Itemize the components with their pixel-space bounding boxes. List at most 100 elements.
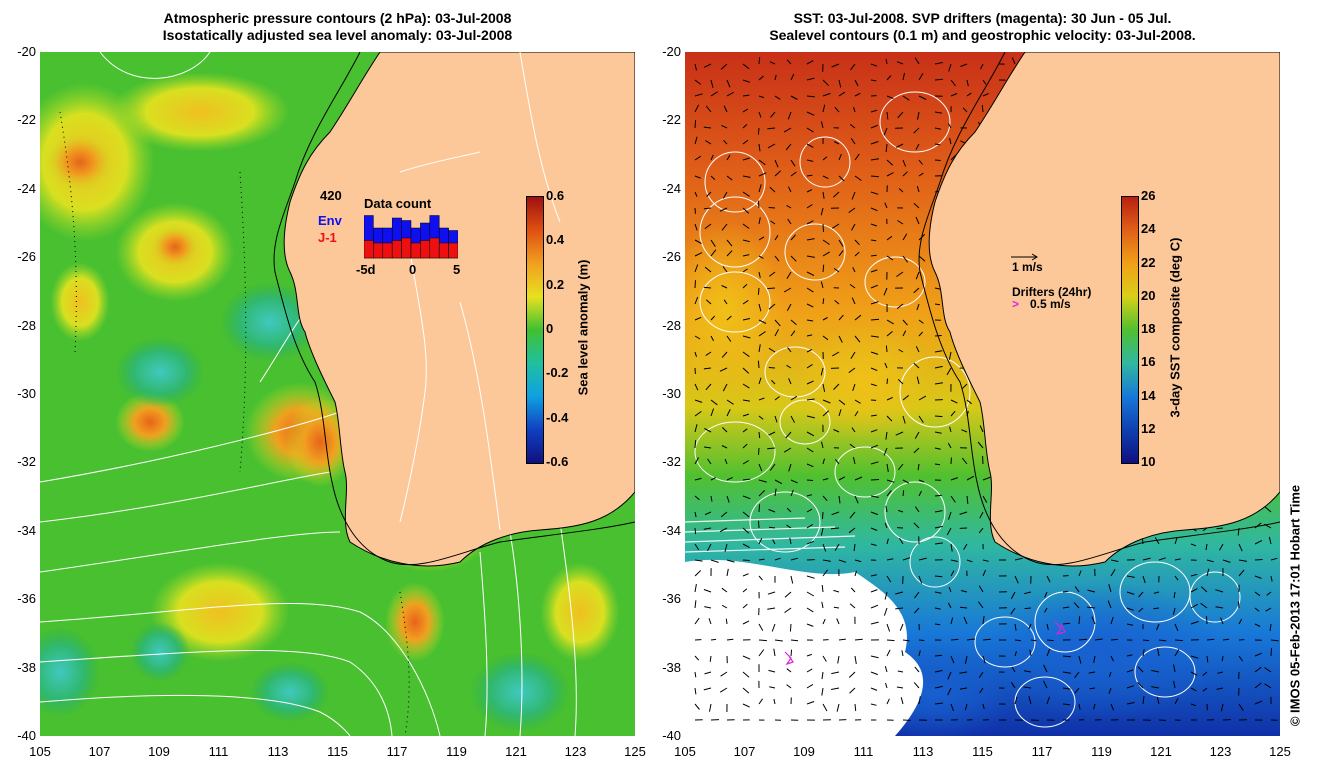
left-x-tick: 119 bbox=[446, 744, 467, 759]
left-x-tick: 125 bbox=[624, 744, 646, 759]
colorbar-tick: 22 bbox=[1141, 254, 1156, 270]
left-y-tick: -26 bbox=[17, 249, 36, 265]
colorbar-tick: 0.6 bbox=[546, 188, 565, 203]
inset-total-count: 420 bbox=[320, 188, 342, 203]
right-y-tick: -24 bbox=[662, 180, 681, 196]
left-x-tick: 109 bbox=[148, 744, 170, 759]
left-x-tick: 111 bbox=[208, 744, 229, 759]
histogram-j1-bar bbox=[373, 242, 384, 259]
right-y-tick: -20 bbox=[662, 44, 681, 59]
left-y-tick: -38 bbox=[17, 659, 36, 675]
left-y-tick: -32 bbox=[17, 454, 36, 470]
histogram-j1-bar bbox=[438, 242, 449, 259]
histogram-j1-bar bbox=[391, 240, 402, 259]
data-count-histogram bbox=[364, 215, 458, 259]
inset-env-label: Env bbox=[318, 213, 342, 228]
colorbar-tick: 0.2 bbox=[546, 276, 565, 292]
left-y-tick: -34 bbox=[17, 522, 36, 538]
right-title-line2: Sealevel contours (0.1 m) and geostrophi… bbox=[769, 27, 1196, 43]
right-x-tick: 105 bbox=[674, 744, 696, 759]
right-y-tick: -22 bbox=[662, 112, 681, 128]
colorbar-tick: -0.2 bbox=[546, 365, 569, 381]
right-y-tick: -32 bbox=[662, 454, 681, 470]
left-y-tick: -24 bbox=[17, 180, 36, 196]
right-map-title: SST: 03-Jul-2008. SVP drifters (magenta)… bbox=[685, 10, 1280, 44]
left-title-line2: Isostatically adjusted sea level anomaly… bbox=[162, 27, 513, 43]
inset-x-label-end: 5 bbox=[453, 262, 461, 277]
sst-field bbox=[685, 52, 1280, 736]
histogram-j1-bar bbox=[382, 242, 393, 259]
histogram-j1-bar bbox=[420, 240, 431, 259]
drifter-arrow-icon: > bbox=[1012, 297, 1020, 311]
velocity-scale-arrow bbox=[1011, 253, 1038, 261]
right-y-tick: -38 bbox=[662, 659, 681, 675]
left-y-tick: -22 bbox=[17, 112, 36, 128]
right-x-tick: 111 bbox=[853, 744, 874, 759]
histogram-j1-bar bbox=[364, 240, 374, 259]
sst-map bbox=[685, 52, 1280, 736]
right-x-tick: 121 bbox=[1150, 744, 1172, 759]
inset-x-label-start: -5d bbox=[356, 262, 376, 277]
left-y-tick: -30 bbox=[17, 386, 36, 401]
colorbar-tick: 18 bbox=[1141, 321, 1156, 336]
left-x-tick: 123 bbox=[564, 744, 587, 759]
inset-j1-label: J-1 bbox=[318, 230, 337, 245]
drifters-legend-title: Drifters (24hr) bbox=[1012, 285, 1092, 299]
sst-colorbar bbox=[1121, 196, 1139, 464]
sea-level-colorbar bbox=[526, 196, 544, 464]
colorbar-tick: 24 bbox=[1141, 221, 1156, 237]
colorbar-tick: 12 bbox=[1141, 420, 1156, 436]
right-x-tick: 117 bbox=[1031, 744, 1053, 759]
sea-level-colorbar-label: Sea level anomaly (m) bbox=[575, 259, 591, 396]
right-y-tick: -36 bbox=[662, 591, 681, 607]
histogram-j1-bar bbox=[410, 242, 421, 259]
left-y-tick: -36 bbox=[17, 591, 36, 607]
colorbar-tick: 0 bbox=[546, 321, 554, 336]
right-x-tick: 113 bbox=[912, 744, 934, 759]
right-y-tick: -26 bbox=[662, 249, 681, 265]
left-y-tick: -28 bbox=[17, 317, 36, 333]
right-x-tick: 125 bbox=[1269, 744, 1291, 759]
colorbar-tick: 20 bbox=[1141, 287, 1156, 303]
left-x-tick: 121 bbox=[505, 744, 527, 759]
right-y-tick: -30 bbox=[662, 386, 681, 401]
sea-level-anomaly-map bbox=[40, 52, 635, 736]
left-x-tick: 105 bbox=[29, 744, 51, 759]
left-x-tick: 117 bbox=[386, 744, 408, 759]
drifter-speed-label: 0.5 m/s bbox=[1030, 297, 1071, 311]
colorbar-tick: 0.4 bbox=[546, 232, 565, 248]
right-x-tick: 115 bbox=[972, 744, 993, 759]
histogram-j1-bar bbox=[401, 237, 412, 259]
velocity-scale-label: 1 m/s bbox=[1012, 260, 1043, 274]
right-y-tick: -40 bbox=[662, 728, 681, 743]
colorbar-tick: -0.6 bbox=[546, 454, 569, 469]
inset-title: Data count bbox=[364, 196, 432, 211]
left-x-tick: 113 bbox=[267, 744, 289, 759]
right-x-tick: 109 bbox=[793, 744, 815, 759]
sea-level-anomaly-field bbox=[40, 52, 635, 736]
right-y-tick: -28 bbox=[662, 317, 681, 333]
right-title-line1: SST: 03-Jul-2008. SVP drifters (magenta)… bbox=[793, 10, 1172, 26]
right-y-tick: -34 bbox=[662, 522, 681, 538]
colorbar-tick: 14 bbox=[1141, 387, 1156, 403]
left-title-line1: Atmospheric pressure contours (2 hPa): 0… bbox=[163, 10, 512, 26]
colorbar-tick: -0.4 bbox=[546, 409, 569, 425]
australia-landmass bbox=[283, 52, 635, 567]
left-x-tick: 115 bbox=[327, 744, 348, 759]
australia-landmass bbox=[928, 52, 1280, 567]
left-y-tick: -40 bbox=[17, 728, 36, 743]
histogram-j1-bar bbox=[429, 237, 440, 259]
left-y-tick: -20 bbox=[17, 44, 36, 59]
right-x-tick: 119 bbox=[1091, 744, 1112, 759]
colorbar-tick: 10 bbox=[1141, 454, 1156, 469]
colorbar-tick: 26 bbox=[1141, 188, 1156, 203]
left-map-title: Atmospheric pressure contours (2 hPa): 0… bbox=[40, 10, 635, 44]
colorbar-tick: 16 bbox=[1141, 354, 1156, 370]
imos-credit: © IMOS 05-Feb-2013 17:01 Hobart Time bbox=[1287, 484, 1303, 727]
histogram-j1-bar bbox=[448, 242, 458, 259]
right-x-tick: 123 bbox=[1209, 744, 1232, 759]
inset-x-label-mid: 0 bbox=[409, 262, 417, 277]
right-x-tick: 107 bbox=[733, 744, 756, 759]
sst-colorbar-label: 3-day SST composite (deg C) bbox=[1167, 237, 1183, 418]
left-x-tick: 107 bbox=[88, 744, 111, 759]
